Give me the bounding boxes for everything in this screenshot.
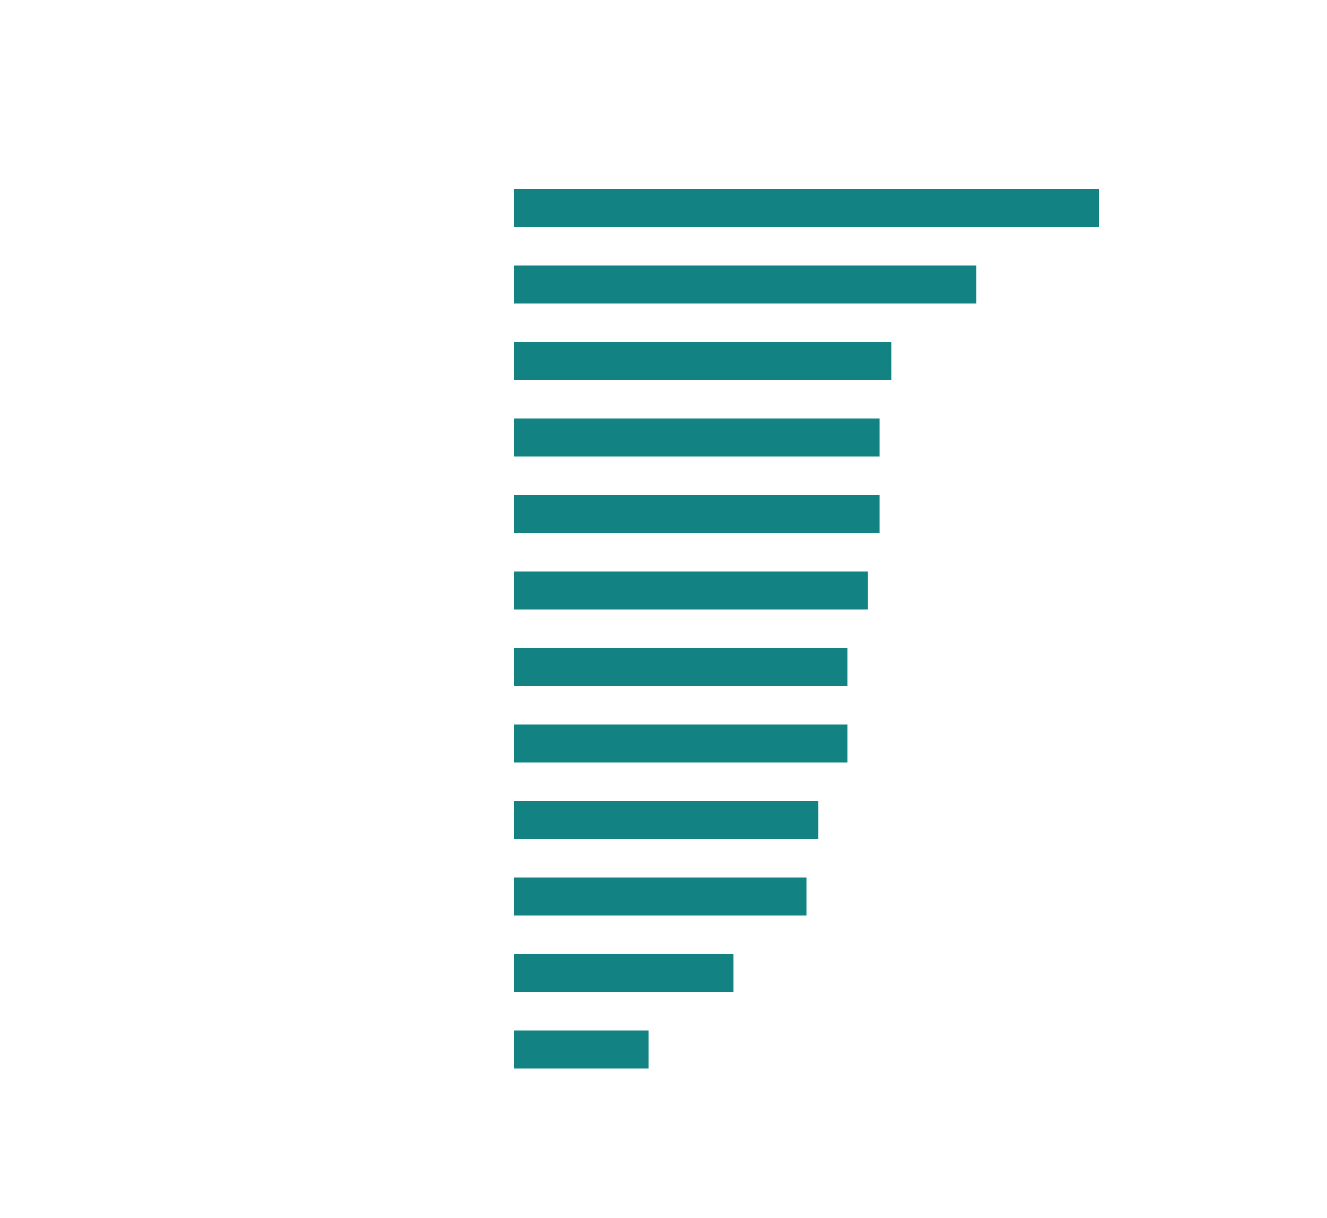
bar-6: [514, 571, 868, 610]
bar-9: [514, 801, 819, 839]
bar-3: [514, 342, 892, 380]
bar-12: [514, 1030, 649, 1069]
bar-2: [514, 265, 977, 304]
bar-10: [514, 877, 807, 916]
bar-group: [514, 189, 1099, 1069]
bar-7: [514, 648, 848, 686]
bar-1: [514, 189, 1099, 227]
bar-8: [514, 724, 848, 763]
bar-5: [514, 495, 880, 533]
bar-4: [514, 418, 880, 457]
bar-11: [514, 954, 734, 992]
